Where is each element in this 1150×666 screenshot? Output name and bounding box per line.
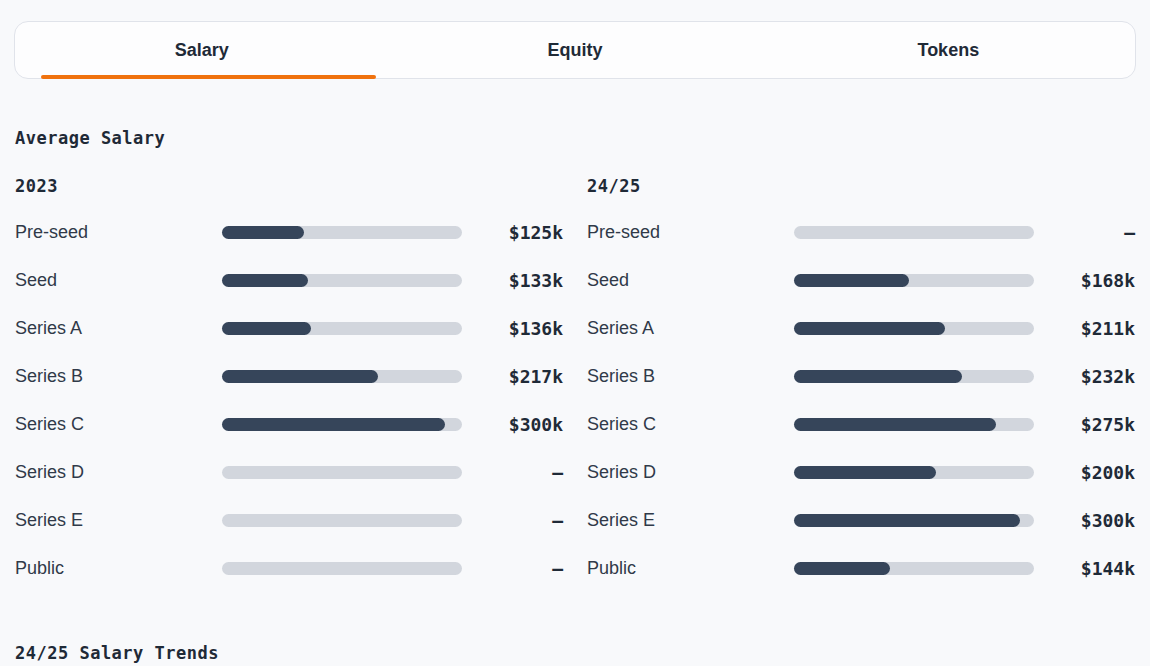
salary-row-series-d-2023: Series D –	[15, 448, 563, 496]
stage-label: Series C	[15, 414, 222, 435]
salary-value: –	[462, 510, 563, 531]
salary-row-series-c-2425: Series C $275k	[587, 400, 1135, 448]
salary-value: $275k	[1034, 414, 1135, 435]
tab-tokens-label: Tokens	[917, 40, 979, 61]
salary-bar-track	[794, 370, 1034, 383]
tab-tokens[interactable]: Tokens	[762, 22, 1135, 78]
salary-bar-track	[222, 514, 462, 527]
salary-bar-fill	[794, 514, 1020, 527]
salary-row-seed-2023: Seed $133k	[15, 256, 563, 304]
salary-bar-fill	[222, 370, 378, 383]
stage-label: Series D	[15, 462, 222, 483]
salary-bar-fill	[222, 226, 304, 239]
salary-value: $300k	[462, 414, 563, 435]
stage-label: Series D	[587, 462, 794, 483]
salary-value: $125k	[462, 222, 563, 243]
salary-bar-track	[794, 418, 1034, 431]
page: Salary Equity Tokens Average Salary 2023…	[0, 21, 1150, 666]
salary-value: $211k	[1034, 318, 1135, 339]
salary-value: $144k	[1034, 558, 1135, 579]
salary-bar-track	[794, 274, 1034, 287]
salary-row-series-c-2023: Series C $300k	[15, 400, 563, 448]
salary-value: $232k	[1034, 366, 1135, 387]
salary-bar-track	[222, 418, 462, 431]
salary-bar-fill	[794, 466, 936, 479]
salary-bar-fill	[222, 274, 308, 287]
footer-section-title: 24/25 Salary Trends	[15, 643, 1135, 663]
salary-row-seed-2425: Seed $168k	[587, 256, 1135, 304]
section-title: Average Salary	[15, 128, 1135, 148]
stage-label: Series E	[587, 510, 794, 531]
stage-label: Series B	[15, 366, 222, 387]
salary-value: –	[462, 462, 563, 483]
salary-bar-track	[794, 562, 1034, 575]
salary-bar-track	[222, 274, 462, 287]
salary-row-series-b-2425: Series B $232k	[587, 352, 1135, 400]
stage-label: Series A	[15, 318, 222, 339]
salary-bar-fill	[794, 322, 945, 335]
stage-label: Public	[15, 558, 222, 579]
salary-row-series-e-2425: Series E $300k	[587, 496, 1135, 544]
tab-bar: Salary Equity Tokens	[14, 21, 1136, 79]
salary-bar-track	[794, 226, 1034, 239]
column-2023-heading: 2023	[15, 176, 563, 196]
salary-bar-track	[794, 514, 1034, 527]
salary-value: –	[1034, 222, 1135, 243]
salary-bar-fill	[794, 370, 962, 383]
salary-value: $168k	[1034, 270, 1135, 291]
salary-bar-track	[794, 322, 1034, 335]
stage-label: Seed	[587, 270, 794, 291]
salary-row-public-2023: Public –	[15, 544, 563, 592]
tab-salary[interactable]: Salary	[15, 22, 388, 78]
salary-row-series-a-2425: Series A $211k	[587, 304, 1135, 352]
salary-bar-fill	[794, 562, 890, 575]
stage-label: Public	[587, 558, 794, 579]
salary-bar-fill	[794, 274, 909, 287]
salary-value: $136k	[462, 318, 563, 339]
stage-label: Series B	[587, 366, 794, 387]
salary-row-series-b-2023: Series B $217k	[15, 352, 563, 400]
stage-label: Series E	[15, 510, 222, 531]
salary-row-preseed-2023: Pre-seed $125k	[15, 208, 563, 256]
tab-equity-label: Equity	[547, 40, 602, 61]
salary-value: $217k	[462, 366, 563, 387]
salary-bar-track	[222, 322, 462, 335]
salary-row-preseed-2425: Pre-seed –	[587, 208, 1135, 256]
column-24-25: 24/25 Pre-seed – Seed $168k Series A $21…	[587, 176, 1135, 592]
salary-row-public-2425: Public $144k	[587, 544, 1135, 592]
column-24-25-heading: 24/25	[587, 176, 1135, 196]
salary-value: $200k	[1034, 462, 1135, 483]
active-tab-indicator	[41, 75, 376, 79]
stage-label: Seed	[15, 270, 222, 291]
salary-bar-track	[222, 562, 462, 575]
tab-equity[interactable]: Equity	[388, 22, 761, 78]
stage-label: Pre-seed	[15, 222, 222, 243]
stage-label: Pre-seed	[587, 222, 794, 243]
salary-bar-track	[794, 466, 1034, 479]
salary-row-series-d-2425: Series D $200k	[587, 448, 1135, 496]
salary-bar-fill	[222, 322, 311, 335]
salary-bar-fill	[222, 418, 445, 431]
salary-bar-track	[222, 370, 462, 383]
salary-bar-track	[222, 466, 462, 479]
salary-value: $300k	[1034, 510, 1135, 531]
column-2023: 2023 Pre-seed $125k Seed $133k Series A …	[15, 176, 563, 592]
salary-value: –	[462, 558, 563, 579]
stage-label: Series C	[587, 414, 794, 435]
salary-row-series-a-2023: Series A $136k	[15, 304, 563, 352]
tab-salary-label: Salary	[175, 40, 229, 61]
salary-section: Average Salary 2023 Pre-seed $125k Seed …	[0, 128, 1150, 663]
salary-bar-track	[222, 226, 462, 239]
salary-value: $133k	[462, 270, 563, 291]
salary-bar-fill	[794, 418, 996, 431]
salary-columns: 2023 Pre-seed $125k Seed $133k Series A …	[15, 176, 1135, 592]
salary-row-series-e-2023: Series E –	[15, 496, 563, 544]
stage-label: Series A	[587, 318, 794, 339]
